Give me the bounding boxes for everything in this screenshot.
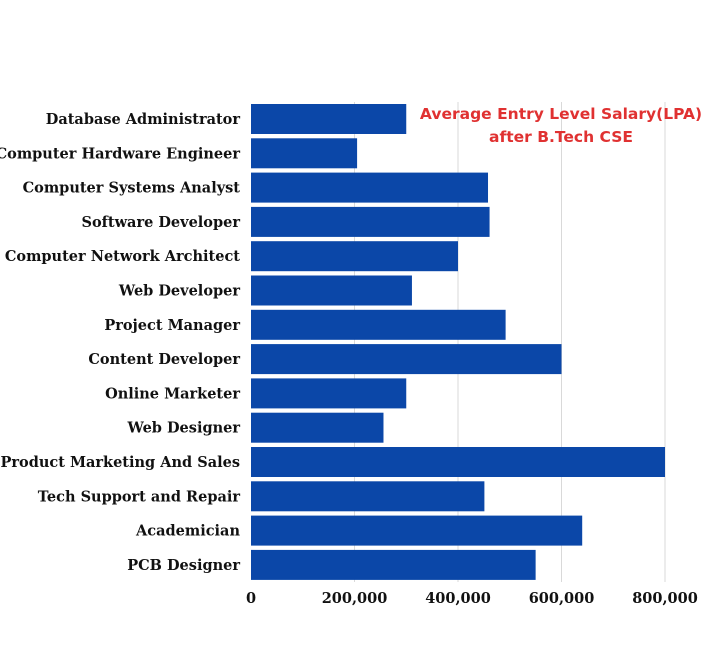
category-labels: Database Administrator Computer Hardware … <box>0 111 240 574</box>
chart-title-line-1: Average Entry Level Salary(LPA) <box>420 105 702 123</box>
x-tick-label: 800,000 <box>632 590 698 607</box>
bar <box>251 206 490 237</box>
bar <box>251 447 665 477</box>
category-label: Project Manager <box>104 317 240 334</box>
bar <box>251 309 506 340</box>
category-label: Computer Network Architect <box>5 248 240 265</box>
category-label: Tech Support and Repair <box>38 488 241 505</box>
x-tick-label: 0 <box>246 590 256 607</box>
bar <box>251 549 536 580</box>
category-label: Web Developer <box>118 283 241 300</box>
category-label: Web Designer <box>126 420 240 437</box>
bar <box>251 172 489 203</box>
category-label: Content Developer <box>88 351 240 368</box>
bar <box>251 481 485 512</box>
bar <box>251 104 407 134</box>
bar <box>251 344 562 375</box>
category-label: Product Marketing And Sales <box>0 454 240 471</box>
x-tick-labels: 0 200,000 400,000 600,000 800,000 <box>246 590 698 607</box>
category-label: Computer Hardware Engineer <box>0 145 240 162</box>
bar <box>251 515 583 546</box>
bar <box>251 275 412 306</box>
x-tick-label: 400,000 <box>425 590 491 607</box>
bar <box>251 138 358 169</box>
category-label: PCB Designer <box>127 557 240 574</box>
chart-title-line-2: after B.Tech CSE <box>489 128 633 146</box>
x-tick-label: 600,000 <box>529 590 595 607</box>
bars <box>251 104 665 580</box>
bar <box>251 378 407 409</box>
category-label: Database Administrator <box>46 111 241 128</box>
category-label: Online Marketer <box>105 385 240 402</box>
category-label: Computer Systems Analyst <box>23 180 241 197</box>
category-label: Academician <box>135 523 240 540</box>
bar <box>251 412 384 443</box>
category-label: Software Developer <box>81 214 240 231</box>
x-tick-label: 200,000 <box>322 590 388 607</box>
bar <box>251 241 458 272</box>
